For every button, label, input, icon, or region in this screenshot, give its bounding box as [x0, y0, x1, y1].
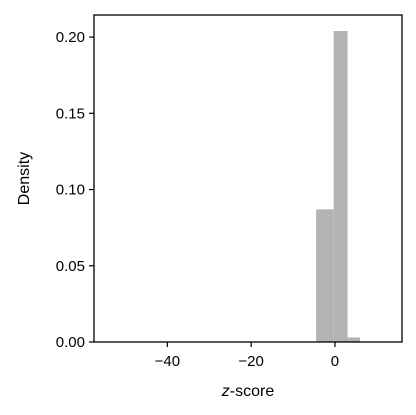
x-axis-label-italic: z: [221, 383, 230, 400]
x-tick-label: −20: [238, 353, 263, 370]
plot-frame: [93, 14, 403, 343]
histogram-bar-0: [316, 209, 334, 342]
y-tick-label: 0.10: [56, 182, 85, 199]
y-tick-label: 0.20: [56, 29, 85, 46]
y-axis-ticks: 0.00 0.05 0.10 0.15 0.20: [56, 29, 94, 351]
x-axis-ticks: −40 −20 0: [155, 342, 339, 370]
y-tick-label: 0.15: [56, 105, 85, 122]
x-axis-label: z-score: [221, 383, 275, 400]
histogram-bar-2: [347, 337, 361, 342]
x-tick-label: −40: [155, 353, 180, 370]
y-tick-label: 0.05: [56, 258, 85, 275]
histogram-bars: [316, 31, 361, 343]
y-tick-label: 0.00: [56, 334, 85, 351]
histogram-bar-1: [333, 31, 348, 343]
x-axis-label-text: -score: [230, 383, 275, 400]
y-axis-label: Density: [16, 152, 33, 205]
x-tick-label: 0: [331, 353, 339, 370]
